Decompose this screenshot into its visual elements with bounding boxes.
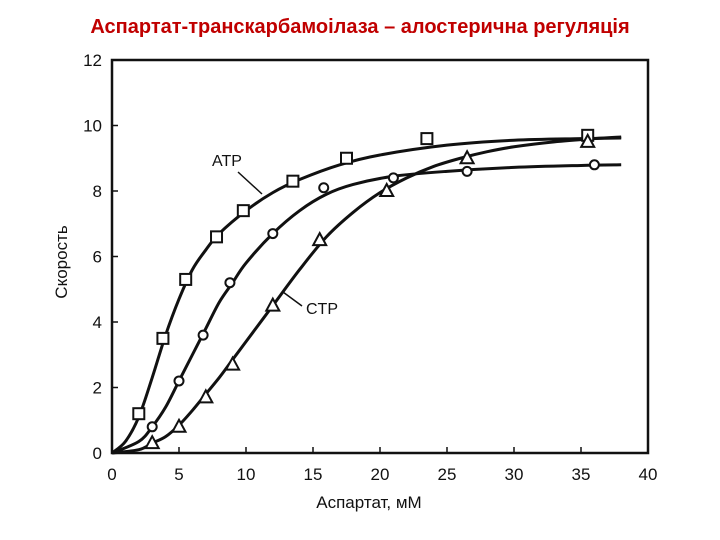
annotations: ATP CTP xyxy=(212,153,338,318)
circle-marker xyxy=(146,421,158,433)
atp-annotation: ATP xyxy=(212,153,242,170)
series-markers xyxy=(132,128,600,450)
ctp-curve xyxy=(111,135,622,455)
y-tick-label: 2 xyxy=(93,379,102,398)
x-tick-label: 5 xyxy=(174,465,183,484)
atp-curve xyxy=(111,136,622,455)
square-marker xyxy=(132,407,146,421)
square-marker xyxy=(179,272,193,286)
x-tick-label: 10 xyxy=(237,465,256,484)
x-tick-label: 40 xyxy=(639,465,658,484)
y-axis-label: Скорость xyxy=(52,225,71,299)
ctp-leader xyxy=(282,291,303,307)
ctp-annotation: CTP xyxy=(306,301,338,318)
circle-marker xyxy=(588,159,600,171)
triangle-marker xyxy=(579,132,596,148)
y-tick-label: 4 xyxy=(93,313,102,332)
triangle-marker xyxy=(458,149,476,165)
y-tick-label: 10 xyxy=(83,117,102,136)
y-tick-label: 8 xyxy=(93,182,102,201)
x-tick-label: 35 xyxy=(572,465,591,484)
triangle-marker xyxy=(170,417,188,433)
x-tick-label: 25 xyxy=(438,465,457,484)
circle-marker xyxy=(224,277,236,289)
triangle-marker xyxy=(197,388,214,404)
circle-marker xyxy=(461,165,473,177)
x-tick-label: 20 xyxy=(371,465,390,484)
x-tick-label: 30 xyxy=(505,465,524,484)
tick-labels: 0 5 10 15 20 25 30 35 40 0 2 4 6 8 10 12 xyxy=(83,51,657,484)
x-tick-label: 15 xyxy=(304,465,323,484)
circle-marker xyxy=(318,182,330,194)
square-marker xyxy=(420,132,434,146)
circle-marker xyxy=(197,329,209,341)
control-curve xyxy=(111,163,622,455)
square-marker xyxy=(156,331,170,345)
x-axis-label: Аспартат, мМ xyxy=(316,493,421,512)
square-marker xyxy=(236,204,250,218)
triangle-marker xyxy=(378,181,395,197)
plot-frame xyxy=(110,58,650,455)
circle-marker xyxy=(173,375,185,387)
circle-marker xyxy=(267,228,279,240)
atp-leader xyxy=(237,171,263,195)
triangle-marker xyxy=(144,434,161,450)
plot-axes xyxy=(110,58,650,455)
triangle-marker xyxy=(224,355,241,371)
circle-marker xyxy=(387,172,399,184)
triangle-marker xyxy=(311,231,328,247)
page-title: Аспартат-транскарбамоілаза – алостерична… xyxy=(90,16,630,38)
square-marker xyxy=(340,151,353,165)
square-marker xyxy=(286,174,300,188)
y-tick-label: 12 xyxy=(83,51,102,70)
x-tick-label: 0 xyxy=(107,465,116,484)
series-curves xyxy=(111,135,622,455)
triangle-marker xyxy=(264,296,281,312)
square-marker xyxy=(210,230,224,244)
y-tick-label: 6 xyxy=(93,248,102,267)
y-tick-label: 0 xyxy=(93,444,102,463)
